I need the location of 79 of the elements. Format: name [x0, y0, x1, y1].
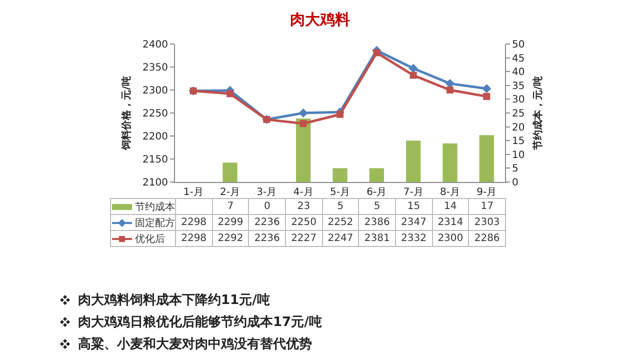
y-tick-label: 2300 [142, 86, 168, 96]
y2-axis-title: 节约成本，元/吨 [532, 76, 544, 151]
y2-tick-label: 40 [512, 67, 525, 78]
y2-tick-label: 30 [512, 94, 525, 106]
legend-label: 固定配方 [135, 218, 175, 228]
bar [479, 135, 494, 182]
point [482, 84, 492, 94]
data-label: 2227 [285, 230, 322, 246]
data-label: 2300 [432, 230, 469, 246]
data-label: 2298 [176, 230, 212, 246]
x-tick-label: 1-月 [183, 187, 204, 198]
data-label: 23 [285, 198, 322, 214]
data-label: 17 [468, 198, 506, 214]
data-label: 2298 [176, 214, 212, 230]
y-tick-label: 2200 [142, 132, 168, 142]
x-tick-label: 3-月 [256, 187, 277, 198]
data-label: 2247 [322, 230, 359, 246]
y2-tick-label: 20 [512, 122, 525, 134]
legend-label: 优化后 [135, 234, 165, 244]
point [408, 64, 418, 73]
y-tick-label: 2150 [142, 154, 168, 166]
point [298, 108, 308, 118]
bar [222, 162, 238, 182]
x-tick-label: 5-月 [330, 187, 350, 198]
data-label: 5 [358, 198, 396, 214]
y-tick-label: 2350 [142, 62, 168, 74]
y2-tick-label: 50 [512, 40, 525, 50]
y2-tick-label: 45 [512, 53, 525, 64]
text: 肉大鸡鸡日粮优化后能够节约成本17元/吨 [78, 315, 322, 330]
text: 高粱、小麦和大麦对肉中鸡没有替代优势 [78, 337, 312, 352]
y2-tick-label: 15 [512, 136, 525, 148]
bar [332, 168, 348, 182]
data-label: 2292 [212, 230, 249, 246]
point [300, 120, 307, 128]
data-label: 2347 [395, 214, 432, 230]
text: 肉大鸡料饲料成本下降约11元/吨 [78, 293, 270, 308]
bar [406, 140, 421, 182]
point [336, 110, 344, 118]
data-label: 2236 [248, 230, 286, 246]
y2-tick-label: 5 [512, 164, 518, 175]
x-tick-label: 7-月 [403, 187, 424, 198]
bar [296, 118, 311, 182]
data-label: 0 [248, 198, 286, 214]
point [446, 86, 454, 94]
y2-tick-label: 25 [512, 108, 525, 120]
legend-label: 节约成本 [135, 202, 175, 212]
bar [369, 168, 384, 182]
x-tick-label: 4-月 [293, 187, 314, 198]
x-tick-label: 2-月 [220, 187, 240, 198]
chart-title: 肉大鸡料 [290, 10, 350, 29]
data-label: 2252 [322, 214, 359, 230]
point [226, 90, 234, 98]
data-label: 2250 [285, 214, 322, 230]
y-tick-label: 2100 [142, 178, 168, 188]
x-tick-label: 8-月 [440, 187, 460, 198]
data-label: 2386 [358, 214, 396, 230]
bar [442, 143, 458, 182]
y-tick-label: 2250 [142, 108, 168, 120]
x-tick-label: 9-月 [476, 187, 497, 198]
y2-tick-label: 10 [512, 150, 525, 161]
data-label: 2314 [432, 214, 469, 230]
data-label: 14 [432, 198, 469, 214]
data-label: 2236 [248, 214, 286, 230]
data-label: 15 [395, 198, 432, 214]
y2-tick-label: 0 [512, 178, 518, 188]
point [373, 49, 380, 56]
y-tick-label: 2400 [142, 40, 168, 50]
data-label: 2286 [468, 230, 506, 246]
y2-tick-label: 35 [512, 80, 525, 92]
x-tick-label: 6-月 [366, 187, 387, 198]
data-label: 2381 [358, 230, 396, 246]
data-label: 2299 [212, 214, 249, 230]
data-label: 7 [212, 198, 249, 214]
point [483, 92, 490, 100]
data-label: 2332 [395, 230, 432, 246]
data-label: 2303 [468, 214, 506, 230]
point [410, 72, 417, 79]
y-axis-title: 饲料价格，元/吨 [120, 76, 133, 151]
data-label: 5 [322, 198, 359, 214]
